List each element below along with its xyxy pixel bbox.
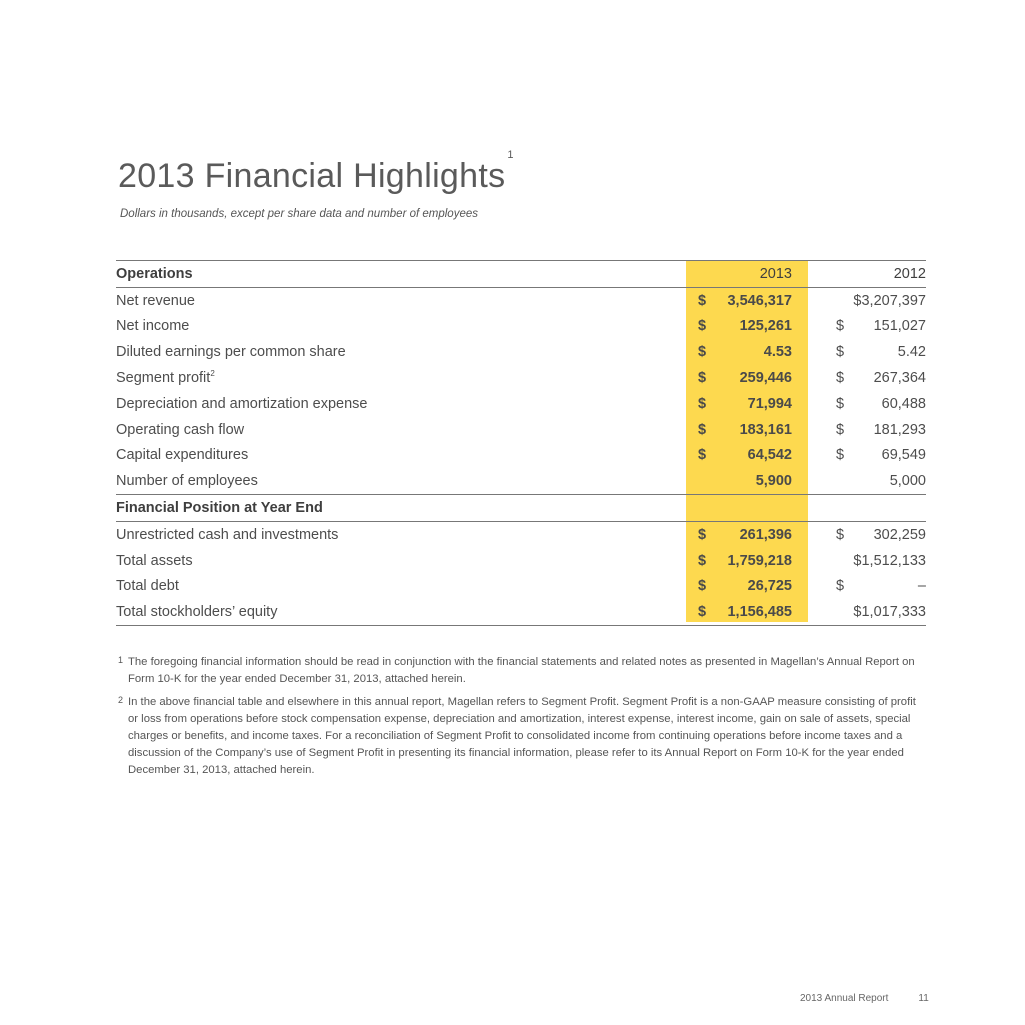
value-2013: 71,994 bbox=[747, 395, 792, 412]
value-2013: 26,725 bbox=[747, 578, 792, 595]
value-2013: 64,542 bbox=[747, 447, 792, 464]
value-2013: 4.53 bbox=[763, 344, 792, 361]
value-2012: 60,488 bbox=[881, 395, 926, 412]
currency-2012: $ bbox=[836, 395, 845, 412]
section-header-row: Financial Position at Year End bbox=[116, 494, 926, 522]
value-2013: 125,261 bbox=[739, 318, 792, 335]
table-row: Net revenue $3,546,317 $3,207,397 bbox=[116, 287, 926, 313]
currency-2013: $ bbox=[698, 421, 707, 438]
footnote-marker: 2 bbox=[210, 369, 215, 379]
financial-highlights-table: Operations 2013 2012 Net revenue $3,546,317 $… bbox=[116, 260, 926, 627]
row-label: Total debt bbox=[116, 578, 179, 595]
table-row: Total assets $1,759,218 $1,512,133 bbox=[116, 548, 926, 574]
value-2013: 259,446 bbox=[739, 370, 792, 387]
table-row: Total stockholders’ equity $1,156,485 $1,0… bbox=[116, 599, 926, 627]
currency-2013: $ bbox=[698, 578, 707, 595]
value-2013: 261,396 bbox=[739, 526, 792, 543]
title-footnote-marker: 1 bbox=[507, 149, 514, 161]
value-2012: 151,027 bbox=[873, 318, 926, 335]
currency-2013: $ bbox=[698, 604, 707, 621]
column-header-2012: 2012 bbox=[893, 265, 926, 282]
currency-2013: $ bbox=[698, 552, 707, 569]
currency-2013: $ bbox=[698, 526, 707, 543]
value-2013: 1,156,485 bbox=[727, 604, 792, 621]
value-2012: $3,207,397 bbox=[853, 292, 926, 309]
currency-2012: $ bbox=[836, 421, 845, 438]
currency-2013: $ bbox=[698, 447, 707, 464]
value-2013: 5,900 bbox=[755, 473, 792, 490]
page-footer: 2013 Annual Report 11 bbox=[800, 993, 929, 1004]
currency-2012: $ bbox=[836, 447, 845, 464]
value-2013: 183,161 bbox=[739, 421, 792, 438]
footnote-text: In the above financial table and elsewhe… bbox=[128, 696, 916, 776]
value-2012: 181,293 bbox=[873, 421, 926, 438]
table-row: Number of employees 5,900 5,000 bbox=[116, 468, 926, 494]
footnote: 2 In the above financial table and elsewh… bbox=[118, 694, 926, 779]
page-number: 11 bbox=[918, 993, 929, 1004]
table-row: Operating cash flow $183,161 $181,293 bbox=[116, 417, 926, 443]
value-2012: $1,017,333 bbox=[853, 604, 926, 621]
table-row: Diluted earnings per common share $4.53 $5… bbox=[116, 339, 926, 365]
value-2012: 5,000 bbox=[889, 473, 926, 490]
row-label: Net income bbox=[116, 318, 190, 335]
currency-2012: $ bbox=[836, 578, 845, 595]
table-row: Depreciation and amortization expense $71… bbox=[116, 391, 926, 417]
column-header-2013: 2013 bbox=[759, 265, 792, 282]
page-title: 2013 Financial Highlights1 bbox=[118, 149, 514, 195]
row-label: Unrestricted cash and investments bbox=[116, 526, 339, 543]
page-subtitle: Dollars in thousands, except per share d… bbox=[120, 208, 478, 220]
footnote-number: 2 bbox=[118, 695, 124, 705]
table-row: Capital expenditures $64,542 $69,549 bbox=[116, 443, 926, 469]
row-label: Capital expenditures bbox=[116, 447, 249, 464]
row-label: Operating cash flow bbox=[116, 421, 245, 438]
value-2012: 5.42 bbox=[897, 344, 926, 361]
value-2012: – bbox=[917, 578, 926, 595]
value-2012: 267,364 bbox=[873, 370, 926, 387]
currency-2012: $ bbox=[836, 318, 845, 335]
table-row: Segment profit2 $259,446 $267,364 bbox=[116, 365, 926, 391]
row-label: Depreciation and amortization expense bbox=[116, 395, 368, 412]
row-label: Total assets bbox=[116, 552, 193, 569]
section-heading: Financial Position at Year End bbox=[116, 494, 686, 522]
footnotes: 1 The foregoing financial information sho… bbox=[118, 654, 926, 785]
highlight-2013-column bbox=[686, 261, 808, 622]
value-2012: 69,549 bbox=[881, 447, 926, 464]
row-label: Number of employees bbox=[116, 473, 258, 490]
value-2013: 3,546,317 bbox=[727, 292, 792, 309]
currency-2013: $ bbox=[698, 395, 707, 412]
row-label: Total stockholders’ equity bbox=[116, 599, 686, 627]
footnote: 1 The foregoing financial information sho… bbox=[118, 654, 926, 688]
section-heading: Operations bbox=[116, 260, 686, 288]
table-row: Unrestricted cash and investments $261,39… bbox=[116, 521, 926, 547]
row-label: Diluted earnings per common share bbox=[116, 344, 346, 361]
value-2012: 302,259 bbox=[873, 526, 926, 543]
currency-2013: $ bbox=[698, 318, 707, 335]
section-header-row: Operations 2013 2012 bbox=[116, 260, 926, 288]
footnote-text: The foregoing financial information shou… bbox=[128, 656, 915, 685]
row-label: Net revenue bbox=[116, 292, 195, 309]
value-2013: 1,759,218 bbox=[727, 552, 792, 569]
currency-2013: $ bbox=[698, 344, 707, 361]
currency-2013: $ bbox=[698, 292, 707, 309]
value-2012: $1,512,133 bbox=[853, 552, 926, 569]
currency-2012: $ bbox=[836, 344, 845, 361]
currency-2013: $ bbox=[698, 370, 707, 387]
table-row: Net income $125,261 $151,027 bbox=[116, 314, 926, 340]
footnote-number: 1 bbox=[118, 655, 124, 665]
table-row: Total debt $26,725 $ – bbox=[116, 574, 926, 600]
currency-2012: $ bbox=[836, 370, 845, 387]
footer-report-name: 2013 Annual Report bbox=[800, 993, 889, 1004]
row-label: Segment profit2 bbox=[116, 369, 215, 387]
currency-2012: $ bbox=[836, 526, 845, 543]
